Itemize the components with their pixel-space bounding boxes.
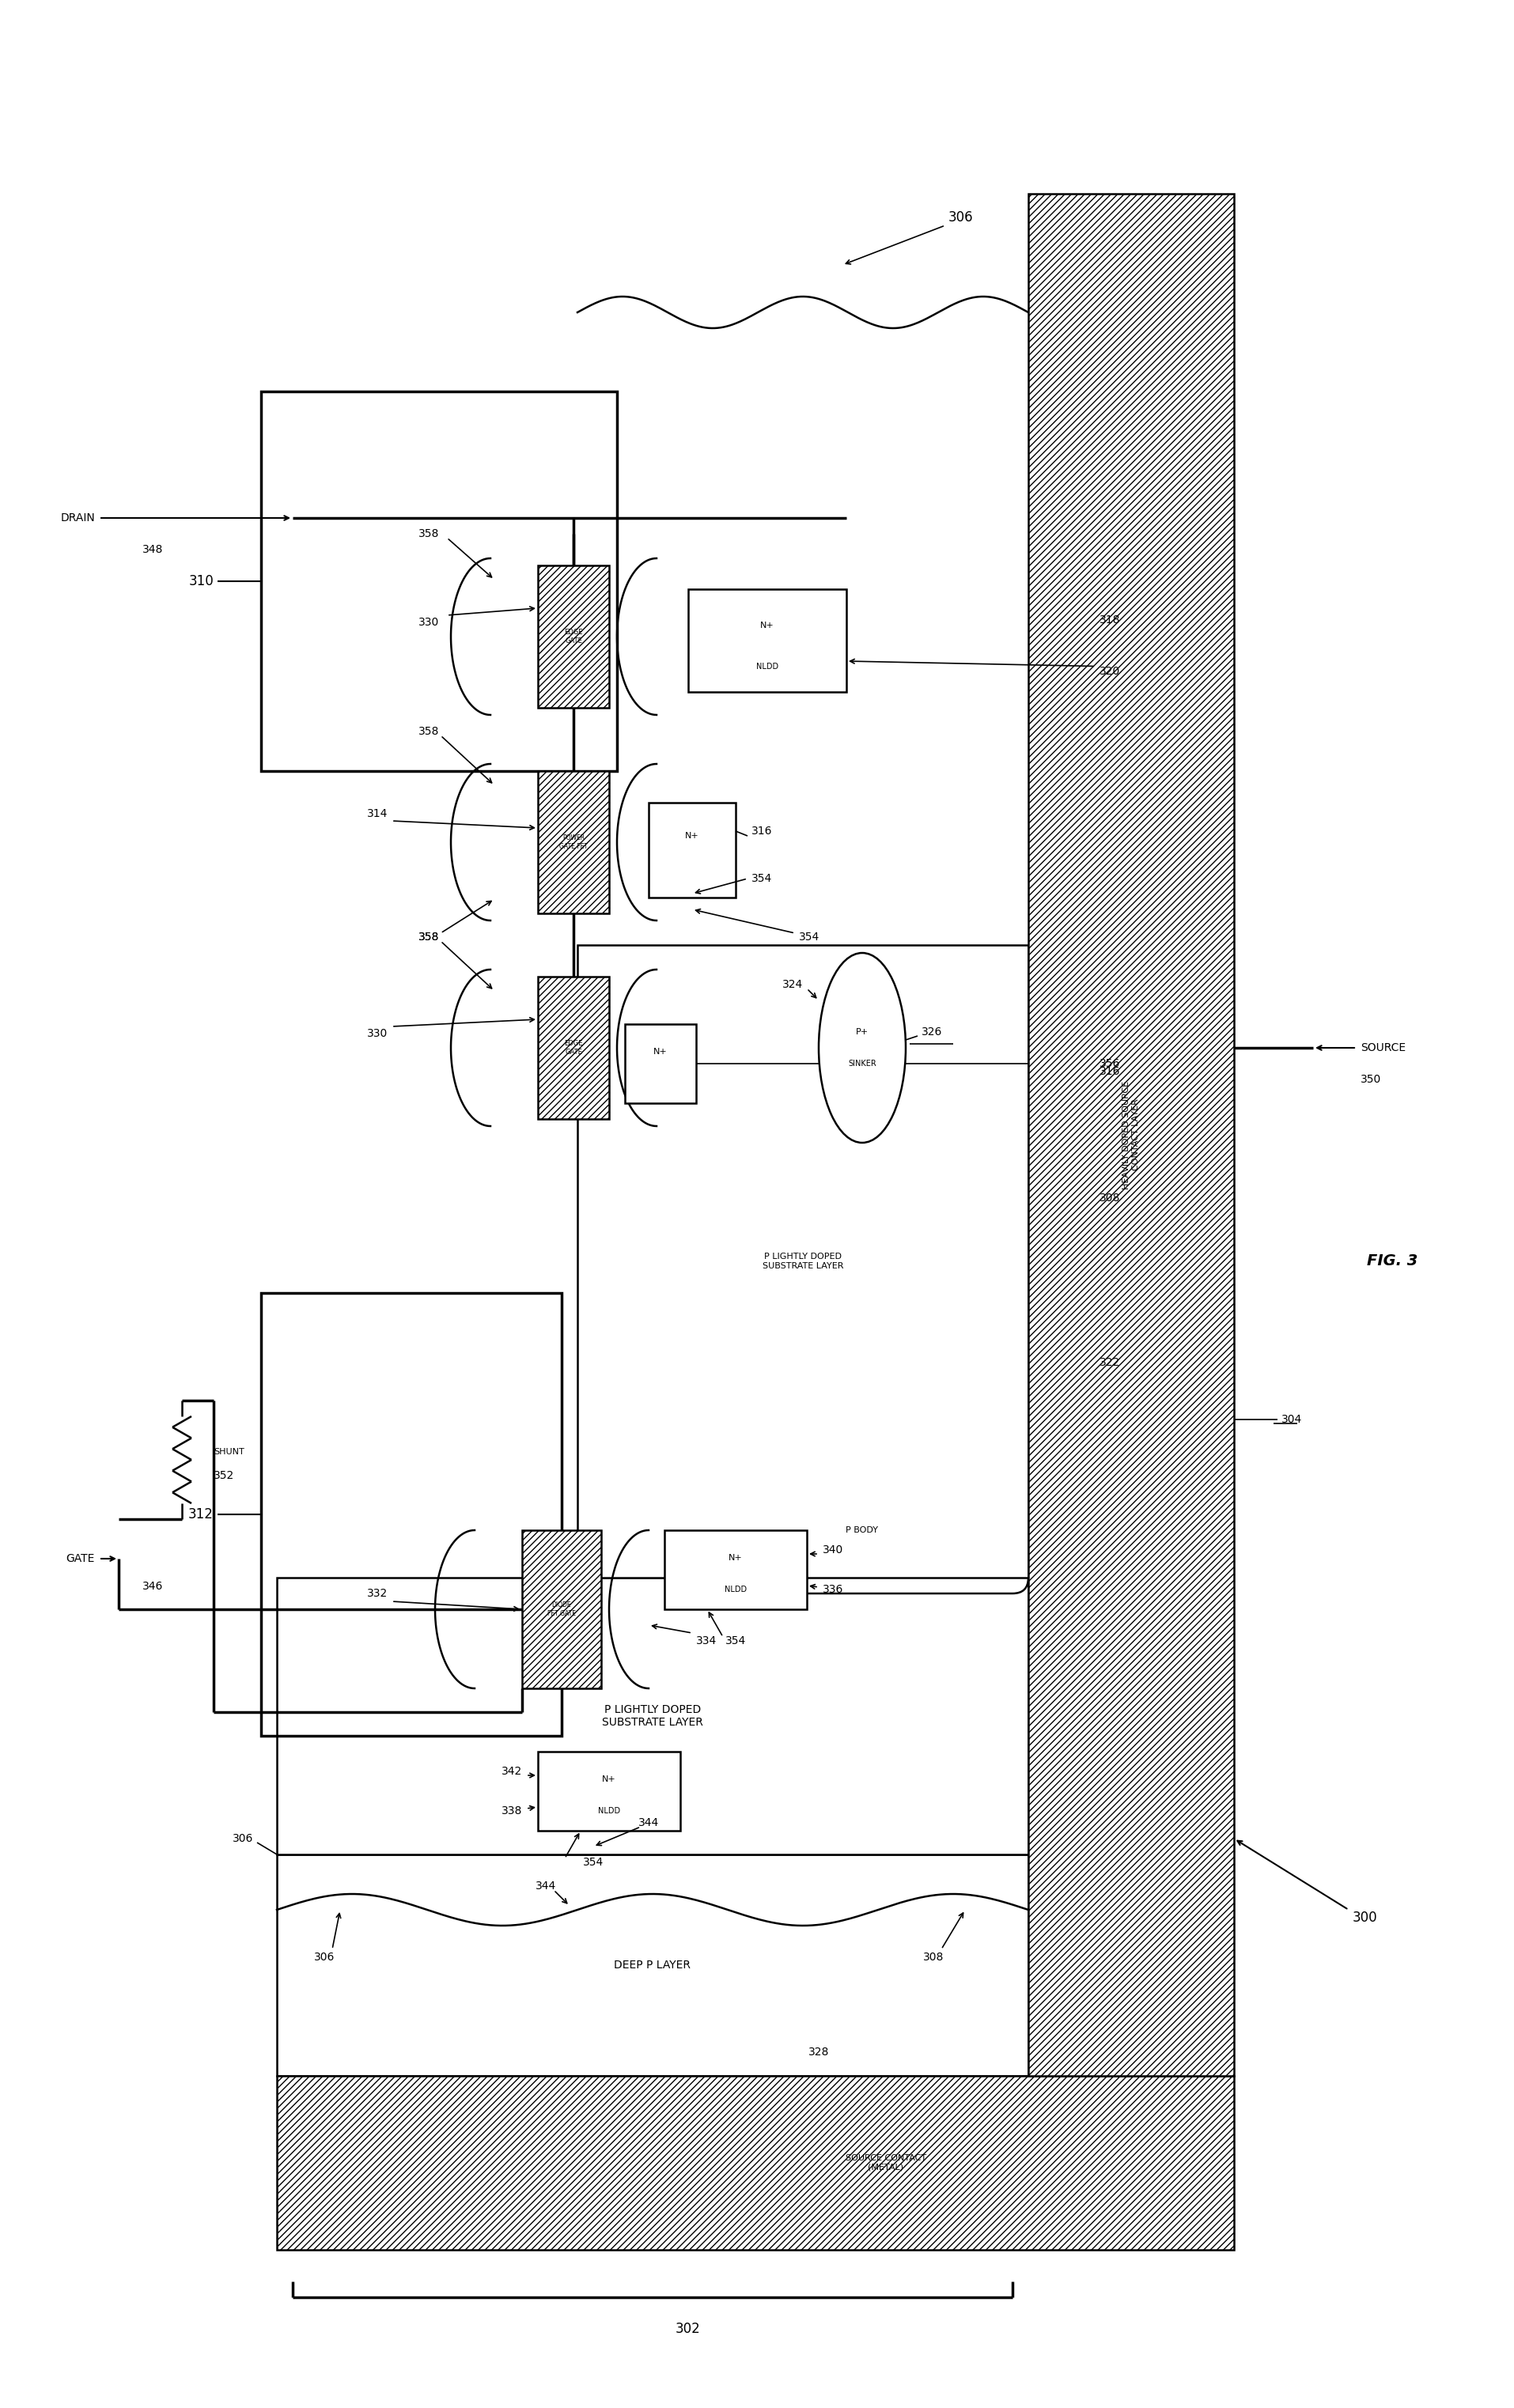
Text: 344: 344 (637, 1818, 659, 1828)
Text: 322: 322 (1099, 1358, 1120, 1368)
Bar (687, 590, 846, 691)
Text: 302: 302 (675, 2321, 701, 2336)
Text: GATE: GATE (67, 1553, 95, 1565)
Bar (1028, 193, 1234, 2076)
Text: 354: 354 (751, 874, 772, 884)
Text: SOURCE: SOURCE (1360, 1043, 1405, 1052)
Text: 320: 320 (1099, 667, 1120, 677)
Text: 336: 336 (822, 1584, 843, 1594)
Bar (648, 802, 736, 898)
Text: 358: 358 (418, 725, 439, 737)
Text: N+: N+ (601, 1775, 616, 1784)
Text: 332: 332 (366, 1587, 388, 1599)
Text: 316: 316 (751, 826, 772, 836)
Text: 354: 354 (583, 1857, 603, 1869)
Text: 350: 350 (1360, 1074, 1381, 1086)
Bar (537, 1751, 680, 1830)
Text: 312: 312 (188, 1507, 213, 1522)
Text: 314: 314 (366, 809, 388, 819)
Text: EDGE
GATE: EDGE GATE (563, 628, 583, 645)
Text: 358: 358 (418, 932, 439, 942)
Text: 326: 326 (921, 1026, 942, 1038)
Text: 306: 306 (948, 209, 974, 224)
Text: 352: 352 (213, 1471, 235, 1481)
Text: N+: N+ (684, 831, 699, 840)
Text: DIODE
FET GATE: DIODE FET GATE (547, 1601, 575, 1616)
Text: SOURCE CONTACT
(METAL): SOURCE CONTACT (METAL) (845, 2155, 927, 2172)
Text: P+: P+ (855, 1028, 868, 1035)
Ellipse shape (818, 954, 905, 1144)
Text: SINKER: SINKER (848, 1060, 877, 1067)
Text: P BODY: P BODY (845, 1527, 878, 1534)
Bar (277, 2076, 1234, 2249)
Text: P LIGHTLY DOPED
SUBSTRATE LAYER: P LIGHTLY DOPED SUBSTRATE LAYER (601, 1705, 702, 1729)
Bar (625, 1023, 696, 1103)
Text: POWER
GATE FET: POWER GATE FET (559, 836, 587, 850)
Text: 306: 306 (232, 1832, 253, 1845)
Text: 358: 358 (418, 527, 439, 539)
Text: DRAIN: DRAIN (61, 513, 95, 523)
Text: 308: 308 (922, 1953, 943, 1963)
Bar (665, 1529, 807, 1609)
Text: 316: 316 (1099, 1067, 1120, 1076)
Text: 348: 348 (142, 544, 164, 556)
Text: DEEP P LAYER: DEEP P LAYER (613, 1960, 690, 1970)
Text: 318: 318 (1099, 614, 1120, 626)
Text: SHUNT: SHUNT (213, 1447, 244, 1457)
Text: 338: 338 (501, 1806, 522, 1816)
Text: N+: N+ (760, 621, 774, 628)
Text: NLDD: NLDD (598, 1806, 619, 1816)
Text: 334: 334 (696, 1635, 716, 1647)
Text: 304: 304 (1281, 1413, 1302, 1426)
Text: FIG. 3: FIG. 3 (1366, 1255, 1417, 1269)
Text: 346: 346 (142, 1580, 164, 1592)
Text: NLDD: NLDD (724, 1584, 746, 1594)
Bar (260, 393, 616, 771)
Bar (277, 1854, 1028, 2076)
Bar (522, 1529, 601, 1688)
Bar (277, 1577, 1028, 1854)
Bar (537, 771, 609, 913)
Text: 354: 354 (798, 932, 819, 942)
Text: 324: 324 (781, 980, 802, 990)
Text: 354: 354 (725, 1635, 745, 1647)
Text: 328: 328 (808, 2047, 828, 2059)
Bar (260, 1293, 562, 1736)
Text: N+: N+ (728, 1553, 742, 1563)
Bar (537, 978, 609, 1120)
FancyBboxPatch shape (696, 1023, 1028, 1594)
Text: P LIGHTLY DOPED
SUBSTRATE LAYER: P LIGHTLY DOPED SUBSTRATE LAYER (762, 1252, 843, 1269)
Text: 310: 310 (188, 573, 213, 588)
Text: 300: 300 (1352, 1910, 1376, 1924)
Bar (537, 566, 609, 708)
Text: EDGE
GATE: EDGE GATE (563, 1040, 583, 1055)
Text: 308: 308 (1099, 1710, 1120, 1722)
Text: 356: 356 (1099, 1057, 1120, 1069)
Text: 344: 344 (534, 1881, 556, 1893)
Text: 330: 330 (366, 1028, 388, 1040)
Text: N+: N+ (653, 1047, 668, 1055)
Text: HEAVILY DOPED SOURCE
CONTACT LAYER: HEAVILY DOPED SOURCE CONTACT LAYER (1122, 1081, 1139, 1190)
Text: 342: 342 (501, 1765, 522, 1777)
Text: NLDD: NLDD (755, 662, 778, 669)
Text: 330: 330 (418, 616, 439, 628)
Text: 358: 358 (418, 932, 439, 942)
Bar (577, 944, 1028, 1577)
Text: 308: 308 (1099, 1192, 1120, 1204)
Text: 340: 340 (822, 1544, 843, 1556)
Text: 306: 306 (313, 1953, 335, 1963)
